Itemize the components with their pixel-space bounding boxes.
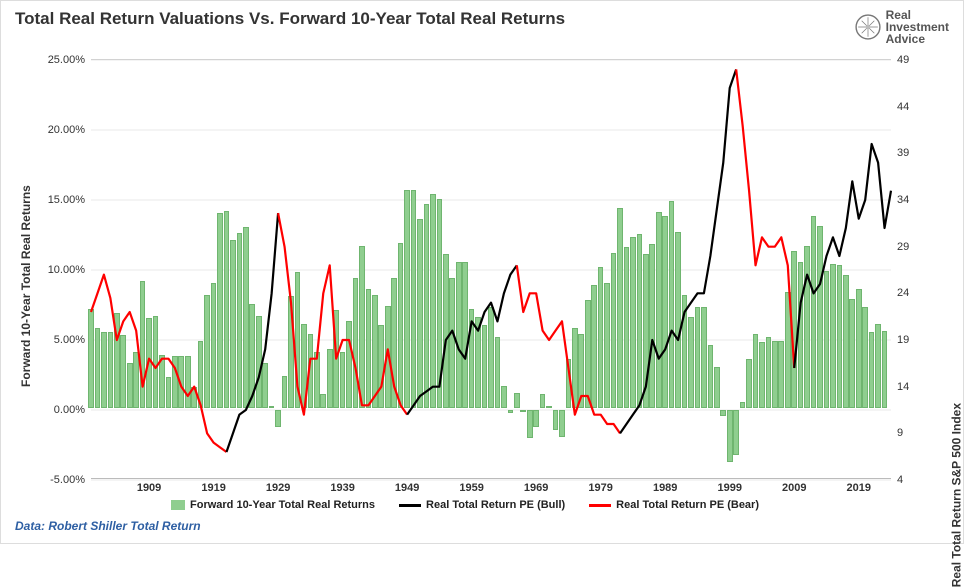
x-tick: 1929 [266,482,290,494]
pe-line-segment [91,275,226,452]
x-tick: 1919 [201,482,225,494]
legend-swatch [589,504,611,507]
x-tick: 2009 [782,482,806,494]
legend: Forward 10-Year Total Real Returns Real T… [171,499,759,511]
y-right-tick: 29 [897,241,909,253]
y-left-tick: 20.00% [48,124,85,136]
pe-line-segment [226,213,278,452]
plot-area: -5.00%0.00%5.00%10.00%15.00%20.00%25.00%… [91,59,891,479]
x-tick: 1979 [588,482,612,494]
x-tick: 1969 [524,482,548,494]
y-right-tick: 49 [897,54,909,66]
legend-label: Real Total Return PE (Bear) [616,499,759,511]
y-right-tick: 44 [897,101,909,113]
y-left-tick: 0.00% [54,404,85,416]
x-tick: 1909 [137,482,161,494]
legend-label: Real Total Return PE (Bull) [426,499,565,511]
pe-line-segment [407,265,517,414]
logo-icon [854,13,882,41]
legend-item: Forward 10-Year Total Real Returns [171,499,375,511]
chart-title: Total Real Return Valuations Vs. Forward… [15,9,565,29]
pe-line-segment [620,69,736,433]
pe-line-segment [794,144,891,368]
y-left-tick: 25.00% [48,54,85,66]
legend-item: Real Total Return PE (Bear) [589,499,759,511]
source-citation: Data: Robert Shiller Total Return [15,519,201,533]
y-right-tick: 14 [897,381,909,393]
pe-line-segment [517,265,620,433]
y-left-tick: -5.00% [50,474,85,486]
logo-line3: Advice [886,33,949,45]
y-left-tick: 10.00% [48,264,85,276]
y-right-axis-label: Real Total Return S&P 500 Index [949,403,963,587]
legend-label: Forward 10-Year Total Real Returns [190,499,375,511]
legend-swatch [171,500,185,510]
y-right-tick: 19 [897,334,909,346]
x-tick: 1949 [395,482,419,494]
legend-item: Real Total Return PE (Bull) [399,499,565,511]
brand-logo: Real Investment Advice [854,9,949,45]
y-right-tick: 9 [897,427,903,439]
x-tick: 1999 [717,482,741,494]
y-right-tick: 34 [897,194,909,206]
line-layer [91,60,891,480]
x-tick: 1989 [653,482,677,494]
pe-line-segment [736,69,794,368]
y-left-axis-label: Forward 10-Year Total Real Returns [19,185,33,387]
y-right-tick: 39 [897,147,909,159]
pe-line-segment [278,213,407,415]
x-tick: 1959 [459,482,483,494]
y-right-tick: 4 [897,474,903,486]
y-right-tick: 24 [897,287,909,299]
y-left-tick: 5.00% [54,334,85,346]
x-tick: 1939 [330,482,354,494]
y-left-tick: 15.00% [48,194,85,206]
legend-swatch [399,504,421,507]
x-tick: 2019 [846,482,870,494]
